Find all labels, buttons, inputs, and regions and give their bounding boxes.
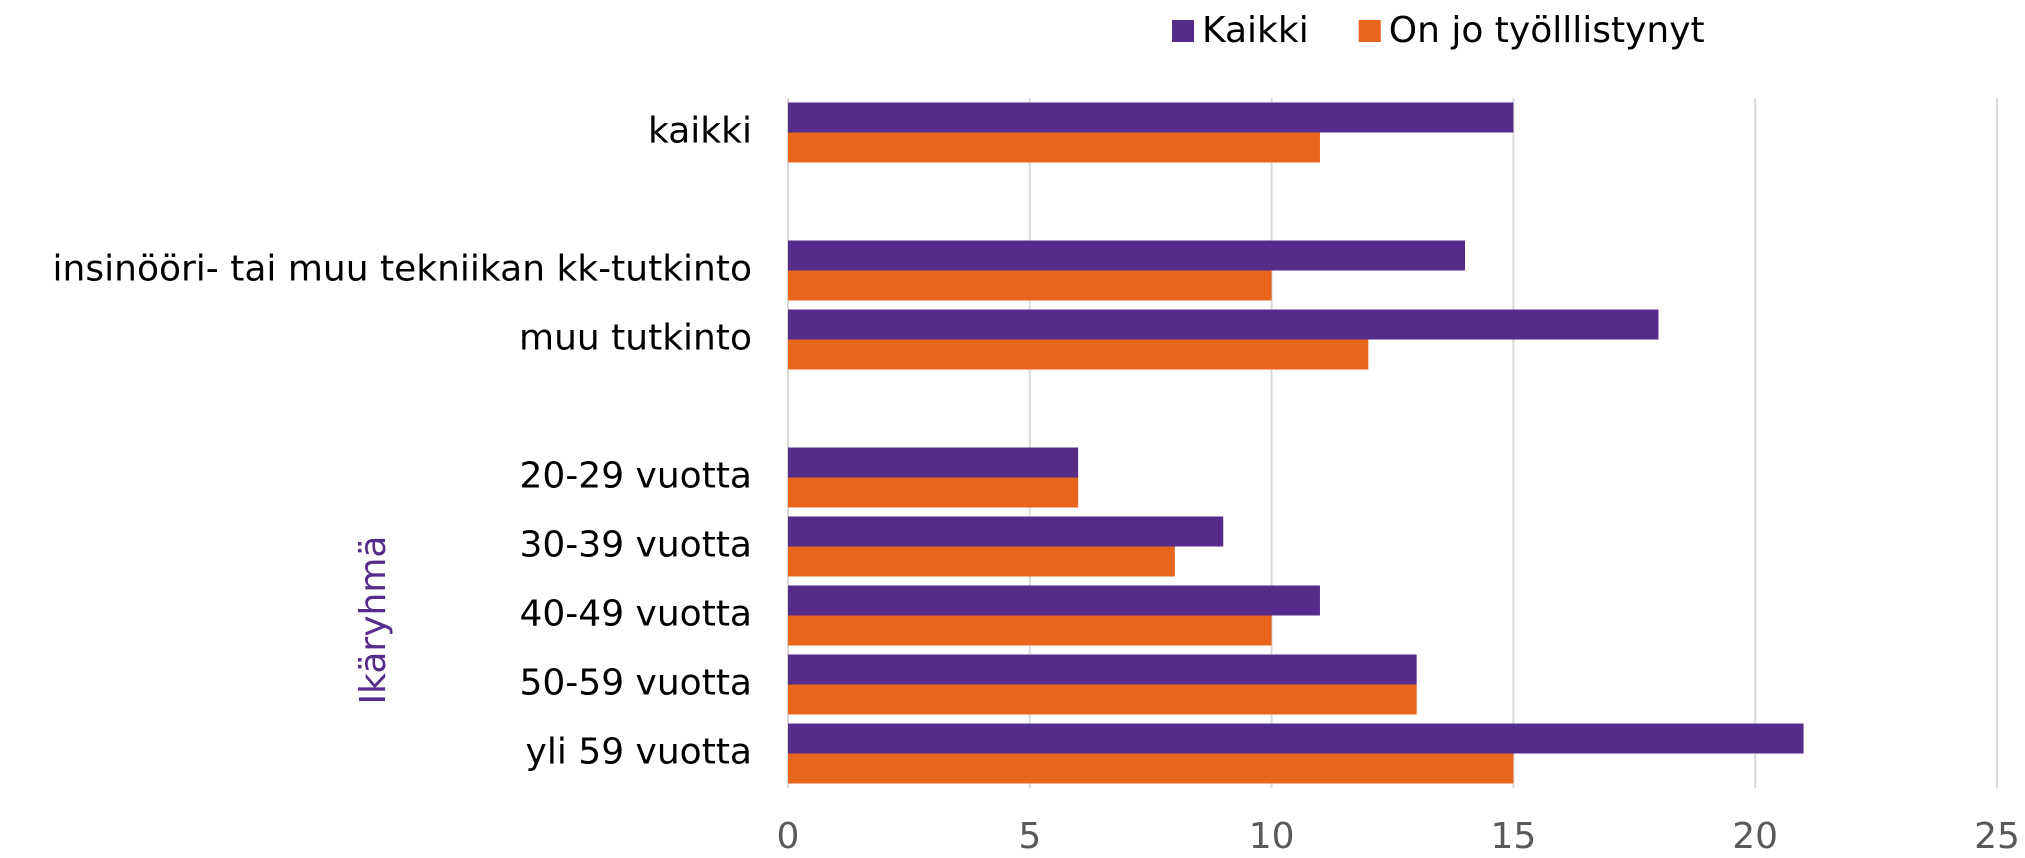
y-tick-label: 20-29 vuotta [520, 456, 753, 497]
x-tick-label: 10 [1249, 816, 1295, 857]
y-tick-label: muu tutkinto [519, 318, 752, 359]
bar [788, 102, 1514, 133]
x-tick-label: 15 [1490, 816, 1536, 857]
x-tick-label: 20 [1732, 816, 1778, 857]
bar [788, 516, 1224, 547]
legend-swatch [1172, 20, 1194, 42]
x-tick-label: 5 [1018, 816, 1041, 857]
bar [788, 477, 1079, 508]
group-label: Ikäryhmä [353, 536, 394, 705]
y-tick-label: 50-59 vuotta [520, 663, 753, 704]
y-tick-label: 40-49 vuotta [520, 594, 753, 635]
legend-label: On jo työlllistynyt [1389, 10, 1705, 51]
bar [788, 615, 1272, 646]
bar [788, 654, 1417, 685]
bar [788, 339, 1369, 370]
x-tick-label: 0 [777, 816, 800, 857]
bar [788, 753, 1514, 784]
y-tick-label: 30-39 vuotta [520, 525, 753, 566]
bar [788, 546, 1175, 577]
legend-swatch [1358, 20, 1381, 42]
bar [788, 585, 1320, 616]
y-tick-label: yli 59 vuotta [526, 732, 752, 773]
y-tick-label: kaikki [648, 111, 752, 152]
bar [788, 270, 1272, 301]
bar [788, 309, 1659, 340]
bar [788, 132, 1320, 163]
bar [788, 240, 1466, 271]
bar [788, 684, 1417, 715]
y-tick-label: insinööri- tai muu tekniikan kk-tutkinto [53, 249, 752, 290]
bar [788, 723, 1804, 754]
legend-label: Kaikki [1202, 10, 1309, 51]
x-tick-label: 25 [1974, 816, 2020, 857]
bar [788, 447, 1079, 478]
